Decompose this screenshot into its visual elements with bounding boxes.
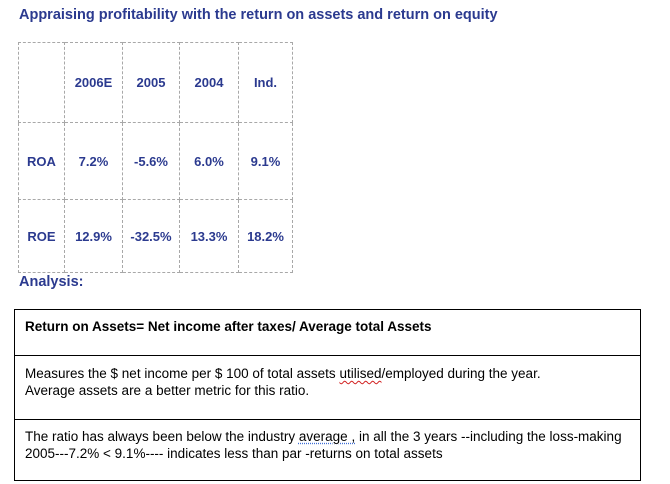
table-header-cell: 2006E	[64, 42, 123, 123]
table-header-cell	[18, 42, 65, 123]
table-cell: 13.3%	[179, 199, 239, 273]
description-row: Measures the $ net income per $ 100 of t…	[14, 355, 641, 420]
table-cell: 9.1%	[238, 122, 293, 200]
ratios-table: 2006E 2005 2004 Ind. ROA 7.2% -5.6% 6.0%…	[18, 42, 293, 273]
table-cell: 6.0%	[179, 122, 239, 200]
comment-text: in all the 3 years --including the loss-…	[25, 429, 622, 461]
description-text: Average assets are a better metric for t…	[25, 383, 310, 398]
table-cell: -32.5%	[122, 199, 180, 273]
analysis-box: Return on Assets= Net income after taxes…	[14, 309, 641, 481]
comment-cell: The ratio has always been below the indu…	[14, 419, 641, 481]
table-header-cell: Ind.	[238, 42, 293, 123]
table-row-roa: ROA 7.2% -5.6% 6.0% 9.1%	[18, 122, 293, 200]
comment-row: The ratio has always been below the indu…	[14, 419, 641, 481]
table-cell: -5.6%	[122, 122, 180, 200]
table-cell: 18.2%	[238, 199, 293, 273]
row-label: ROE	[18, 199, 65, 273]
table-cell: 7.2%	[64, 122, 123, 200]
formula-text: Return on Assets= Net income after taxes…	[14, 309, 641, 356]
page-title: Appraising profitability with the return…	[19, 7, 498, 23]
description-text: Measures the $ net income per $ 100 of t…	[25, 366, 340, 381]
table-header-row: 2006E 2005 2004 Ind.	[18, 42, 293, 123]
comment-text: The ratio has always been below the indu…	[25, 429, 299, 444]
table-header-cell: 2004	[179, 42, 239, 123]
grammar-flagged-word[interactable]: average ,	[298, 429, 356, 444]
description-cell: Measures the $ net income per $ 100 of t…	[14, 355, 641, 420]
description-text: /employed during the year.	[381, 366, 541, 381]
table-cell: 12.9%	[64, 199, 123, 273]
formula-row: Return on Assets= Net income after taxes…	[14, 309, 641, 356]
table-row-roe: ROE 12.9% -32.5% 13.3% 18.2%	[18, 199, 293, 273]
spellcheck-flagged-word[interactable]: utilised	[339, 366, 382, 381]
row-label: ROA	[18, 122, 65, 200]
analysis-heading: Analysis:	[19, 274, 84, 290]
table-header-cell: 2005	[122, 42, 180, 123]
